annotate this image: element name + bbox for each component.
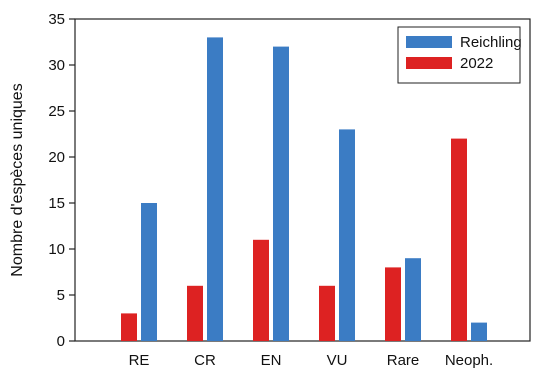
legend-swatch xyxy=(406,57,452,69)
plot-border xyxy=(74,18,531,342)
x-tick-label: Neoph. xyxy=(445,352,493,369)
legend-label: 2022 xyxy=(460,55,493,72)
y-tick-label: 25 xyxy=(48,103,65,120)
bar-reichling-cr xyxy=(207,37,223,342)
legend-label: Reichling xyxy=(460,34,522,51)
y-tick-label: 15 xyxy=(48,195,65,212)
bar-2022-neoph- xyxy=(451,138,467,341)
bar-reichling-rare xyxy=(405,258,421,341)
y-axis: 0 5 10 15 20 25 30 35 xyxy=(48,11,75,350)
legend: Reichling 2022 xyxy=(397,26,522,84)
y-tick-label: 20 xyxy=(48,149,65,166)
bar-2022-re xyxy=(121,313,137,341)
y-tick-label: 10 xyxy=(48,241,65,258)
bar-2022-cr xyxy=(187,285,203,341)
bar-reichling-vu xyxy=(339,129,355,341)
y-tick-label: 30 xyxy=(48,57,65,74)
y-tick-label: 35 xyxy=(48,11,65,28)
bar-2022-rare xyxy=(385,267,401,341)
y-tick-label: 5 xyxy=(57,287,65,304)
bar-reichling-neoph- xyxy=(471,322,487,341)
x-tick-label: EN xyxy=(261,352,282,369)
bar-reichling-re xyxy=(141,203,157,341)
bar-2022-vu xyxy=(319,285,335,341)
x-tick-label: Rare xyxy=(387,352,420,369)
bar-reichling-en xyxy=(273,46,289,341)
bars-group xyxy=(121,37,487,342)
bar-2022-en xyxy=(253,239,269,341)
y-axis-title: Nombre d'espèces uniques xyxy=(9,83,26,276)
x-axis: RE CR EN VU Rare Neoph. xyxy=(129,352,494,369)
legend-swatch xyxy=(406,36,452,48)
y-tick-label: 0 xyxy=(57,333,65,350)
x-tick-label: VU xyxy=(327,352,348,369)
plot-frame xyxy=(74,18,531,342)
x-tick-label: CR xyxy=(194,352,216,369)
x-tick-label: RE xyxy=(129,352,150,369)
